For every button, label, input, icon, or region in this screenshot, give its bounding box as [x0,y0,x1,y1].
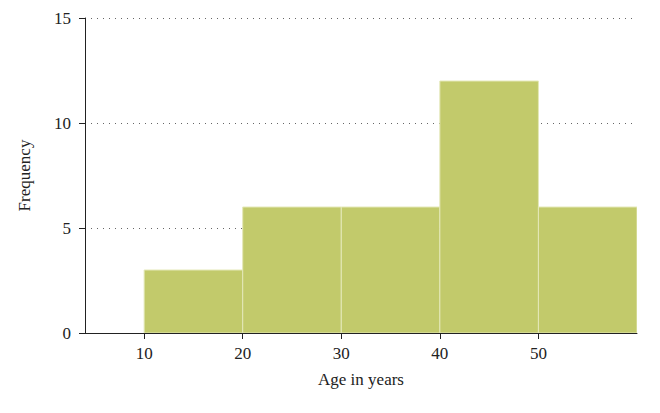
svg-text:20: 20 [234,344,251,363]
svg-text:50: 50 [530,344,547,363]
svg-text:Frequency: Frequency [15,139,34,211]
svg-text:5: 5 [63,219,72,238]
svg-text:15: 15 [54,9,71,28]
svg-text:10: 10 [136,344,153,363]
svg-text:0: 0 [63,324,72,343]
svg-text:10: 10 [54,114,71,133]
svg-text:30: 30 [333,344,350,363]
svg-text:Age in years: Age in years [318,370,404,389]
svg-text:40: 40 [431,344,448,363]
